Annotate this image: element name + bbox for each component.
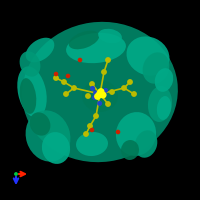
Circle shape (98, 89, 104, 94)
Circle shape (106, 58, 110, 62)
Circle shape (64, 92, 68, 96)
Circle shape (106, 102, 110, 106)
Circle shape (94, 91, 97, 95)
Ellipse shape (127, 36, 169, 76)
Ellipse shape (20, 51, 40, 77)
Circle shape (132, 92, 136, 96)
Circle shape (128, 80, 132, 84)
Ellipse shape (17, 66, 47, 118)
Ellipse shape (76, 132, 108, 156)
Ellipse shape (26, 38, 54, 62)
Circle shape (116, 130, 120, 134)
Circle shape (78, 58, 82, 62)
Ellipse shape (42, 132, 70, 164)
Ellipse shape (69, 31, 99, 49)
Circle shape (66, 74, 70, 78)
Ellipse shape (26, 110, 70, 162)
Circle shape (86, 94, 90, 98)
Circle shape (102, 70, 106, 74)
Ellipse shape (30, 112, 50, 136)
Circle shape (110, 90, 114, 94)
Circle shape (90, 128, 94, 132)
Circle shape (88, 124, 92, 128)
Ellipse shape (20, 78, 36, 114)
Circle shape (104, 89, 107, 92)
Ellipse shape (98, 29, 122, 43)
Ellipse shape (143, 52, 169, 84)
Circle shape (103, 93, 106, 97)
Ellipse shape (66, 33, 126, 63)
Circle shape (54, 72, 58, 76)
Circle shape (15, 173, 17, 175)
Ellipse shape (22, 22, 178, 162)
Circle shape (62, 80, 66, 84)
Circle shape (94, 114, 98, 118)
Ellipse shape (121, 140, 139, 160)
Ellipse shape (135, 130, 157, 158)
Circle shape (84, 132, 88, 136)
Circle shape (95, 94, 100, 99)
Ellipse shape (82, 80, 118, 112)
Circle shape (54, 76, 58, 80)
Circle shape (90, 82, 94, 86)
Circle shape (97, 91, 103, 97)
Circle shape (91, 87, 94, 90)
Circle shape (100, 92, 106, 98)
Circle shape (72, 86, 76, 90)
Ellipse shape (155, 68, 173, 92)
Circle shape (122, 86, 126, 90)
Circle shape (93, 96, 96, 99)
Ellipse shape (116, 112, 156, 156)
Ellipse shape (148, 86, 172, 122)
Ellipse shape (157, 96, 171, 120)
Circle shape (98, 102, 101, 105)
